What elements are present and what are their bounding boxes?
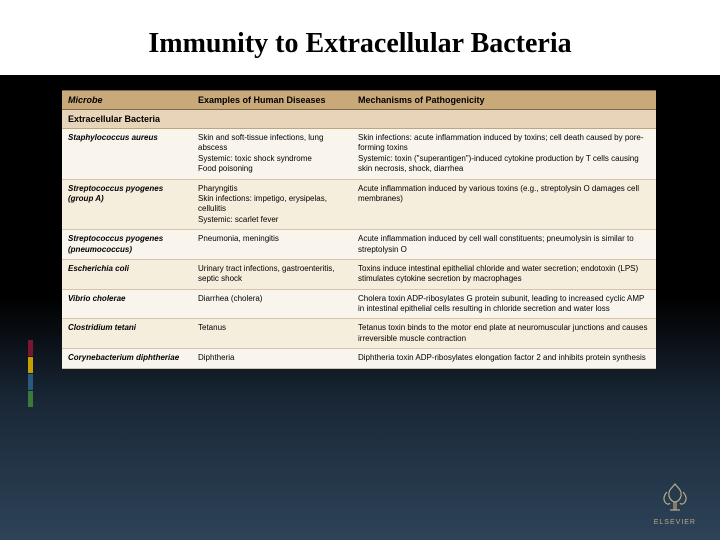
table-row: Vibrio choleraeDiarrhea (cholera)Cholera… <box>62 290 656 320</box>
col-header-mechanisms: Mechanisms of Pathogenicity <box>352 91 656 109</box>
cell-diseases: Diphtheria <box>192 349 352 367</box>
cell-microbe: Escherichia coli <box>62 260 192 289</box>
table-header-row: Microbe Examples of Human Diseases Mecha… <box>62 90 656 110</box>
accent-bar-1 <box>28 340 33 356</box>
accent-bars <box>28 340 33 408</box>
table-row: Streptococcus pyogenes (group A)Pharyngi… <box>62 180 656 231</box>
cell-mechanisms: Skin infections: acute inflammation indu… <box>352 129 656 179</box>
cell-diseases: Tetanus <box>192 319 352 348</box>
cell-microbe: Staphylococcus aureus <box>62 129 192 179</box>
cell-diseases: PharyngitisSkin infections: impetigo, er… <box>192 180 352 230</box>
cell-mechanisms: Diphtheria toxin ADP-ribosylates elongat… <box>352 349 656 367</box>
accent-bar-2 <box>28 357 33 373</box>
cell-mechanisms: Toxins induce intestinal epithelial chlo… <box>352 260 656 289</box>
cell-diseases: Skin and soft-tissue infections, lung ab… <box>192 129 352 179</box>
cell-diseases: Urinary tract infections, gastroenteriti… <box>192 260 352 289</box>
cell-mechanisms: Cholera toxin ADP-ribosylates G protein … <box>352 290 656 319</box>
page-title: Immunity to Extracellular Bacteria <box>0 0 720 74</box>
cell-microbe: Streptococcus pyogenes (pneumococcus) <box>62 230 192 259</box>
publisher-name: ELSEVIER <box>654 519 696 526</box>
tree-icon <box>658 482 692 512</box>
cell-mechanisms: Tetanus toxin binds to the motor end pla… <box>352 319 656 348</box>
cell-microbe: Vibrio cholerae <box>62 290 192 319</box>
cell-mechanisms: Acute inflammation induced by various to… <box>352 180 656 230</box>
table-row: Staphylococcus aureusSkin and soft-tissu… <box>62 129 656 180</box>
section-header: Extracellular Bacteria <box>62 110 656 129</box>
cell-microbe: Streptococcus pyogenes (group A) <box>62 180 192 230</box>
accent-bar-3 <box>28 374 33 390</box>
cell-microbe: Corynebacterium diphtheriae <box>62 349 192 367</box>
pathogen-table: Microbe Examples of Human Diseases Mecha… <box>62 90 656 369</box>
table-row: Escherichia coliUrinary tract infections… <box>62 260 656 290</box>
col-header-microbe: Microbe <box>62 91 192 109</box>
table-row: Clostridium tetaniTetanusTetanus toxin b… <box>62 319 656 349</box>
accent-bar-4 <box>28 391 33 407</box>
table-row: Streptococcus pyogenes (pneumococcus)Pne… <box>62 230 656 260</box>
cell-mechanisms: Acute inflammation induced by cell wall … <box>352 230 656 259</box>
col-header-diseases: Examples of Human Diseases <box>192 91 352 109</box>
cell-diseases: Pneumonia, meningitis <box>192 230 352 259</box>
publisher-logo: ELSEVIER <box>654 482 696 526</box>
cell-diseases: Diarrhea (cholera) <box>192 290 352 319</box>
table-row: Corynebacterium diphtheriaeDiphtheriaDip… <box>62 349 656 368</box>
cell-microbe: Clostridium tetani <box>62 319 192 348</box>
